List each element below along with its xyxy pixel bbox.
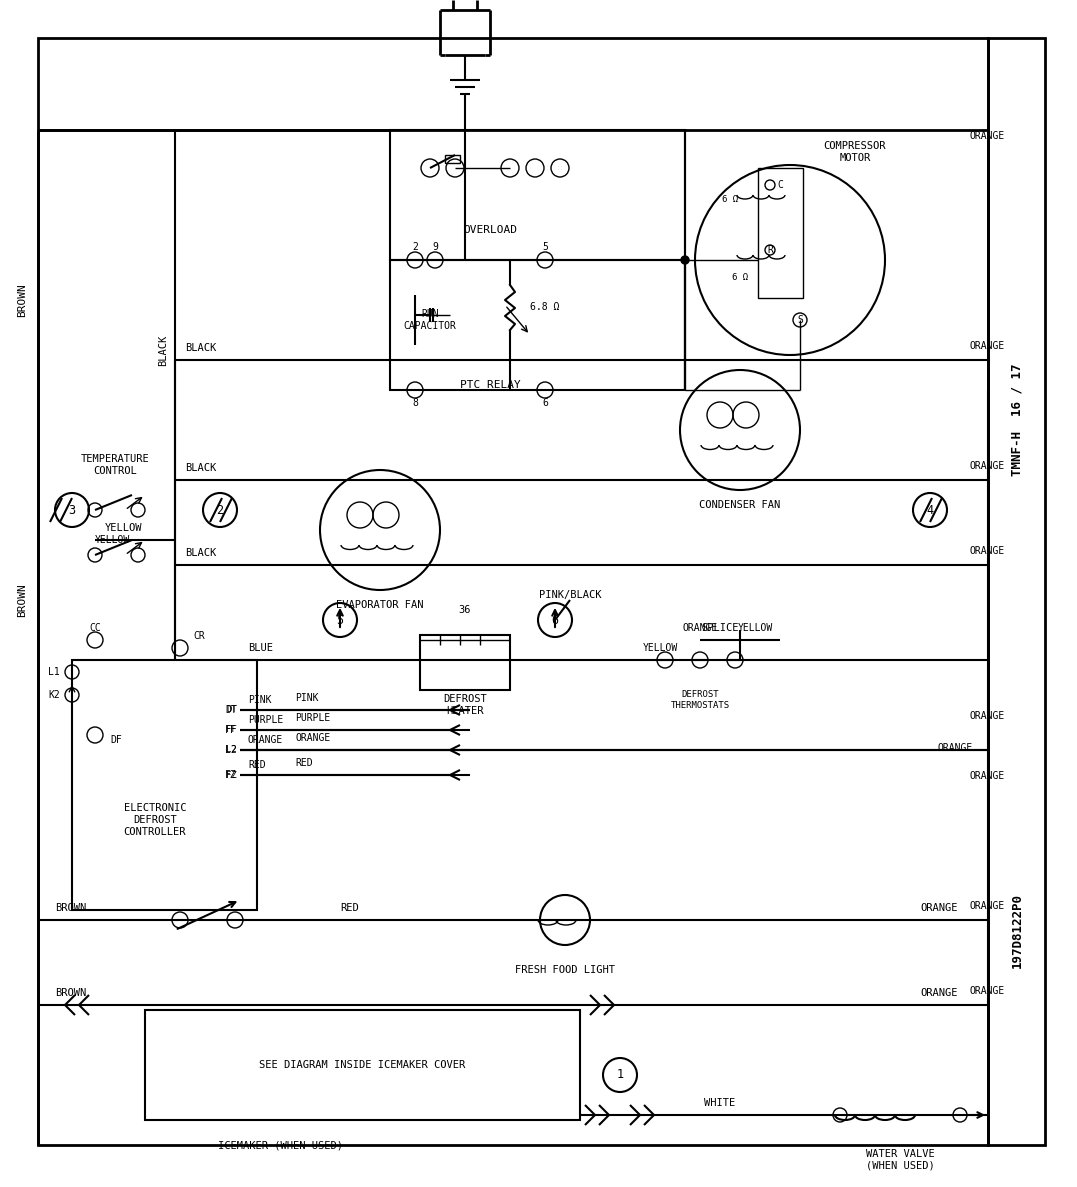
Text: 36: 36	[459, 605, 472, 615]
Bar	[445, 155, 460, 163]
Text: ORANGE: ORANGE	[970, 901, 1005, 910]
Text: FF: FF	[225, 725, 237, 735]
Text: YELLOW: YELLOW	[642, 643, 677, 653]
Text: DEFROST
HEATER: DEFROST HEATER	[443, 694, 487, 716]
Text: PINK/BLACK: PINK/BLACK	[538, 590, 601, 599]
Text: 6 Ω: 6 Ω	[732, 273, 749, 283]
Text: 6: 6	[542, 398, 548, 408]
Text: 3: 3	[69, 503, 75, 516]
Text: 9: 9	[432, 242, 438, 252]
Text: FZ: FZ	[226, 770, 237, 780]
Text: PURPLE: PURPLE	[295, 713, 331, 723]
Text: BROWN: BROWN	[55, 988, 86, 998]
Text: 4: 4	[926, 503, 934, 516]
Text: 8: 8	[412, 398, 418, 408]
Text: RED: RED	[295, 758, 312, 768]
Text: BLACK: BLACK	[185, 463, 216, 472]
Text: CR: CR	[193, 631, 205, 641]
Text: ORANGE: ORANGE	[970, 711, 1005, 721]
Text: SEE DIAGRAM INSIDE ICEMAKER COVER: SEE DIAGRAM INSIDE ICEMAKER COVER	[258, 1060, 465, 1069]
Text: 197D8122P0: 197D8122P0	[1010, 893, 1023, 967]
Text: 6: 6	[551, 614, 559, 627]
Text: BLACK: BLACK	[185, 343, 216, 353]
Text: BLACK: BLACK	[185, 548, 216, 558]
Text: PINK: PINK	[295, 693, 319, 703]
Text: PTC RELAY: PTC RELAY	[460, 380, 520, 391]
Text: ORANGE: ORANGE	[970, 546, 1005, 556]
Bar	[420, 635, 510, 690]
Text: PINK: PINK	[248, 696, 271, 705]
Text: CONDENSER FAN: CONDENSER FAN	[699, 500, 781, 510]
Text: YELLOW: YELLOW	[95, 535, 130, 545]
Text: BLACK: BLACK	[158, 335, 168, 366]
Text: TEMPERATURE
CONTROL: TEMPERATURE CONTROL	[81, 455, 150, 476]
Text: ICEMAKER (WHEN USED): ICEMAKER (WHEN USED)	[218, 1140, 342, 1150]
Text: DEFROST
THERMOSTATS: DEFROST THERMOSTATS	[671, 691, 729, 710]
Bar	[145, 1010, 581, 1121]
Text: ELECTRONIC
DEFROST
CONTROLLER: ELECTRONIC DEFROST CONTROLLER	[124, 804, 186, 837]
Text: ORANGE: ORANGE	[295, 734, 331, 743]
Text: FZ: FZ	[225, 770, 237, 780]
Text: C: C	[778, 180, 783, 190]
Text: BLUE: BLUE	[248, 643, 272, 653]
Text: BROWN: BROWN	[55, 903, 86, 913]
Text: FRESH FOOD LIGHT: FRESH FOOD LIGHT	[515, 965, 615, 975]
Text: L2: L2	[225, 745, 237, 755]
Text: YELLOW: YELLOW	[738, 623, 772, 633]
Bar	[758, 169, 803, 298]
Text: 6 Ω: 6 Ω	[722, 196, 738, 204]
Text: 5: 5	[542, 242, 548, 252]
Text: ORANGE: ORANGE	[937, 743, 973, 753]
Text: DT: DT	[226, 705, 237, 715]
Text: ORANGE: ORANGE	[920, 903, 957, 913]
Text: SPLICE: SPLICE	[701, 623, 739, 633]
Text: EVAPORATOR FAN: EVAPORATOR FAN	[336, 599, 423, 610]
Text: ORANGE: ORANGE	[920, 988, 957, 998]
Text: BROWN: BROWN	[17, 583, 27, 617]
Text: WATER VALVE
(WHEN USED): WATER VALVE (WHEN USED)	[866, 1149, 935, 1170]
Text: ORANGE: ORANGE	[970, 772, 1005, 781]
Text: DT: DT	[225, 705, 237, 715]
Text: FF: FF	[226, 725, 237, 735]
Circle shape	[681, 256, 689, 264]
Text: 5: 5	[336, 614, 344, 627]
Bar	[988, 38, 1045, 1145]
Text: ORANGE: ORANGE	[970, 986, 1005, 996]
Bar	[72, 660, 257, 910]
Text: RED: RED	[340, 903, 360, 913]
Text: WHITE: WHITE	[704, 1098, 736, 1107]
Text: R: R	[767, 245, 773, 255]
Text: COMPRESSOR
MOTOR: COMPRESSOR MOTOR	[824, 141, 886, 163]
Text: BROWN: BROWN	[17, 284, 27, 317]
Text: 2: 2	[216, 503, 224, 516]
Text: PURPLE: PURPLE	[248, 715, 283, 725]
Bar	[390, 131, 685, 260]
Text: ORANGE: ORANGE	[970, 131, 1005, 141]
Text: RED: RED	[248, 760, 266, 770]
Text: ORANGE: ORANGE	[970, 341, 1005, 351]
Text: RUN
CAPACITOR: RUN CAPACITOR	[404, 309, 457, 331]
Text: CC: CC	[89, 623, 101, 633]
Text: ORANGE: ORANGE	[248, 735, 283, 745]
Text: 2: 2	[412, 242, 418, 252]
Text: 6.8 Ω: 6.8 Ω	[530, 301, 559, 312]
Text: L2: L2	[226, 745, 237, 755]
Bar	[390, 260, 685, 391]
Text: S: S	[797, 315, 803, 325]
Bar	[38, 38, 988, 1145]
Text: ORANGE: ORANGE	[970, 461, 1005, 471]
Text: TMNF-H  16 / 17: TMNF-H 16 / 17	[1010, 363, 1023, 476]
Text: OVERLOAD: OVERLOAD	[463, 226, 517, 235]
Text: K2: K2	[48, 690, 60, 700]
Text: DF: DF	[110, 735, 122, 745]
Text: YELLOW: YELLOW	[104, 523, 142, 533]
Text: 1: 1	[616, 1068, 624, 1081]
Text: ORANGE: ORANGE	[683, 623, 717, 633]
Text: L1: L1	[48, 667, 60, 677]
